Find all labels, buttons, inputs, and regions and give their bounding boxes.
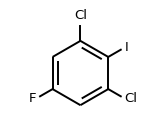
Text: I: I [124, 41, 128, 54]
Text: F: F [29, 92, 37, 105]
Text: Cl: Cl [74, 9, 87, 22]
Text: Cl: Cl [124, 92, 137, 105]
